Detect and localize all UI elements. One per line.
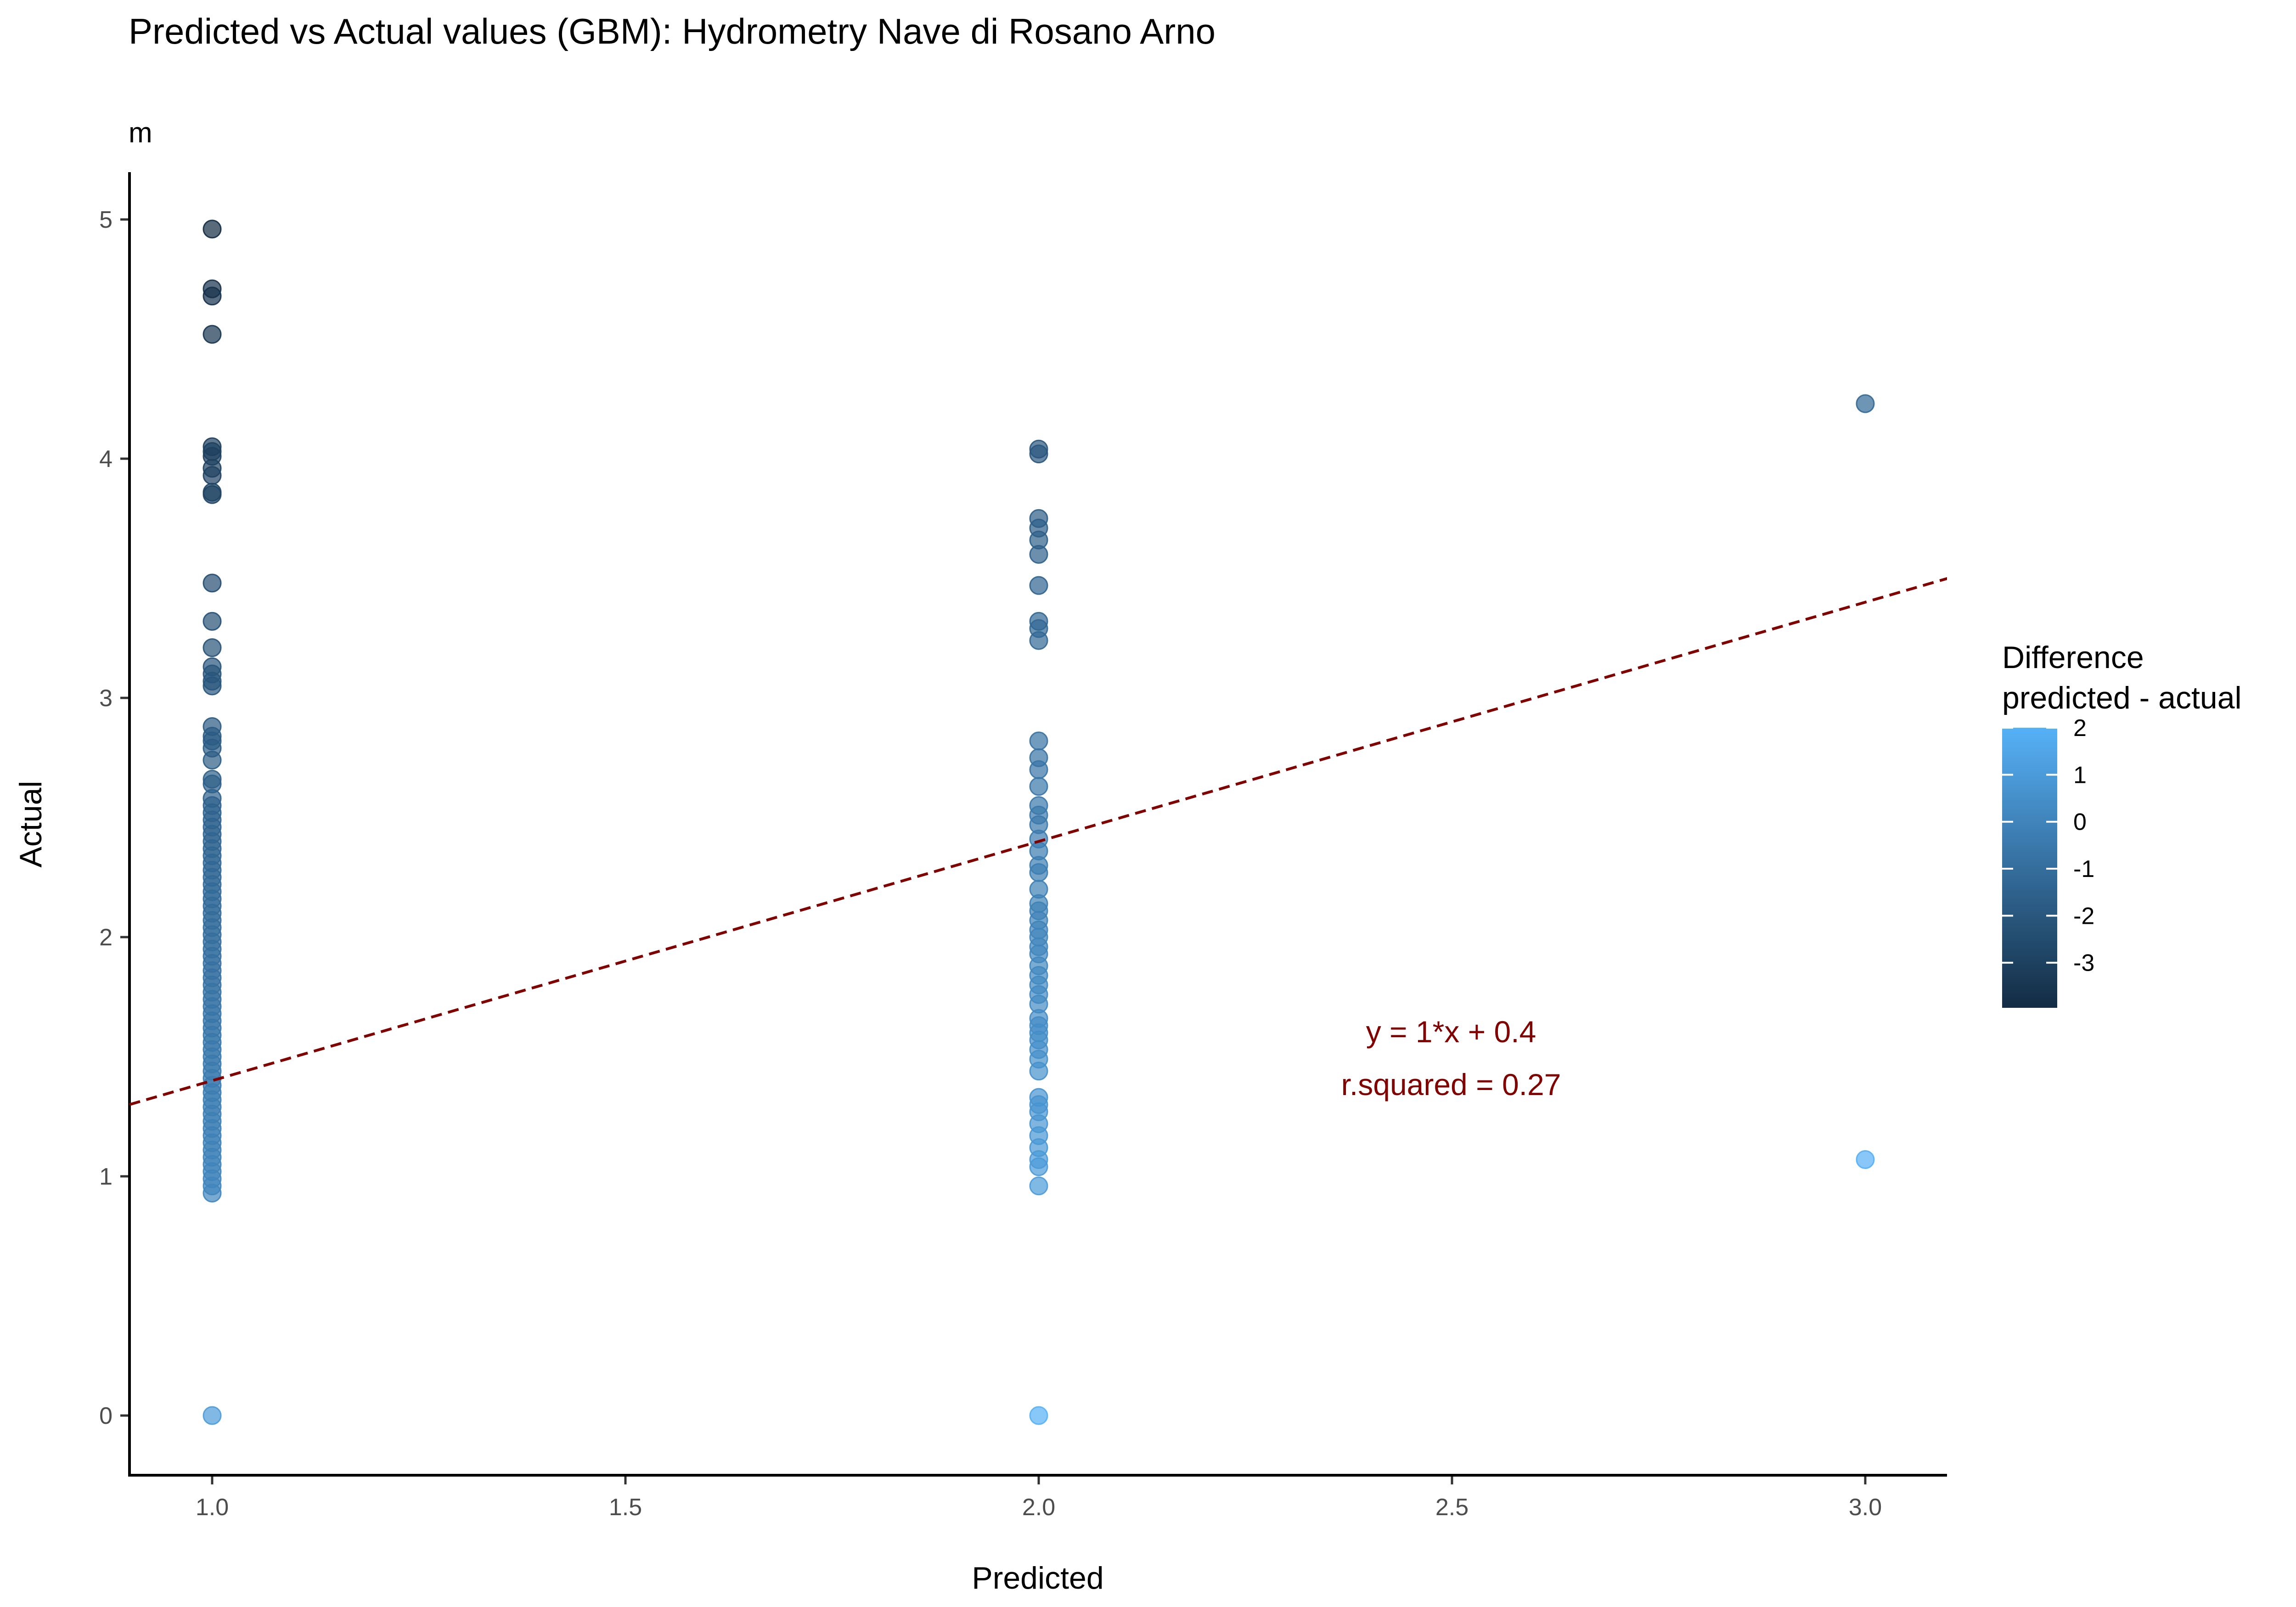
data-point	[203, 750, 222, 770]
data-point	[1856, 394, 1875, 413]
legend-title-line2: predicted - actual	[2002, 680, 2242, 715]
annotation-r-squared: r.squared = 0.27	[1341, 1068, 1561, 1101]
y-tick-label: 5	[99, 207, 113, 233]
data-point	[203, 1183, 222, 1202]
data-point	[203, 485, 222, 504]
y-tick-label: 0	[99, 1403, 113, 1429]
x-tick-label: 1.0	[196, 1494, 229, 1521]
y-tick-label: 1	[99, 1163, 113, 1190]
data-point	[203, 325, 222, 344]
legend-tick-label: -1	[2073, 856, 2094, 882]
data-point	[203, 573, 222, 593]
data-point	[1029, 863, 1048, 882]
y-tick-label: 4	[99, 446, 113, 472]
data-point	[1029, 545, 1048, 564]
data-point	[1029, 777, 1048, 796]
data-point	[1029, 760, 1048, 779]
chart-subtitle: m	[129, 117, 152, 149]
chart-title: Predicted vs Actual values (GBM): Hydrom…	[129, 11, 1216, 51]
data-point	[203, 219, 222, 239]
x-tick-label: 2.0	[1022, 1494, 1055, 1521]
y-tick-label: 2	[99, 924, 113, 951]
annotation-equation: y = 1*x + 0.4	[1366, 1015, 1536, 1049]
x-axis-ticks: 1.0 1.5 2.0 2.5 3.0	[196, 1475, 1882, 1521]
data-points	[203, 219, 1875, 1425]
data-point	[1029, 1176, 1048, 1196]
y-axis-ticks: 0 1 2 3 4 5	[99, 207, 129, 1429]
data-point	[203, 287, 222, 306]
data-point	[1029, 576, 1048, 595]
data-point	[203, 676, 222, 696]
legend-tick-label: 1	[2073, 762, 2087, 788]
data-point	[1029, 1157, 1048, 1176]
data-point	[1029, 1406, 1048, 1425]
data-point	[203, 612, 222, 631]
fit-line	[129, 577, 1947, 1106]
data-point	[1029, 631, 1048, 650]
data-point	[203, 466, 222, 485]
y-tick-label: 3	[99, 685, 113, 712]
legend: Difference predicted - actual 2 1 0 -1 -2 -3	[2002, 640, 2242, 1008]
data-point	[1029, 444, 1048, 464]
legend-tick-label: -3	[2073, 950, 2094, 977]
legend-colorbar	[2002, 728, 2057, 1008]
x-tick-label: 1.5	[609, 1494, 642, 1521]
data-point	[203, 1406, 222, 1425]
legend-ticks: 2 1 0 -1 -2 -3	[2002, 715, 2094, 977]
x-tick-label: 2.5	[1435, 1494, 1469, 1521]
data-point	[1029, 731, 1048, 751]
legend-tick-label: -2	[2073, 903, 2094, 929]
legend-tick-label: 2	[2073, 715, 2087, 742]
y-axis-title: Actual	[13, 781, 48, 868]
legend-title-line1: Difference	[2002, 640, 2144, 675]
x-tick-label: 3.0	[1849, 1494, 1882, 1521]
data-point	[1029, 1062, 1048, 1081]
x-axis-title: Predicted	[972, 1561, 1103, 1596]
legend-tick-label: 0	[2073, 809, 2087, 836]
data-point	[1856, 1150, 1875, 1169]
data-point	[203, 638, 222, 657]
